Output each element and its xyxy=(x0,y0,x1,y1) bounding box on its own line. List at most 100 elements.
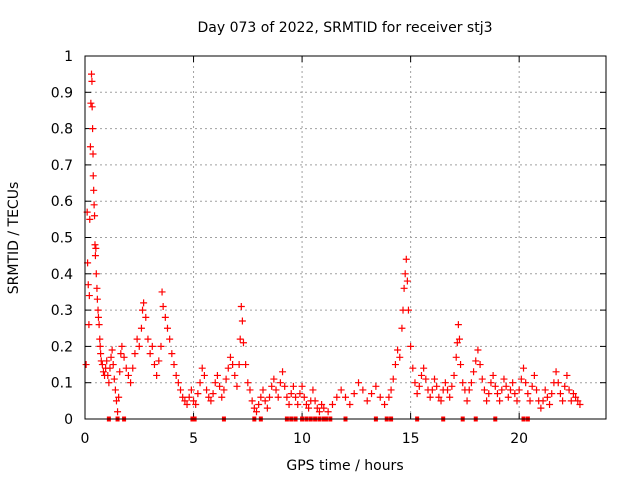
y-tick-label: 0.6 xyxy=(51,194,73,210)
data-point xyxy=(420,364,428,372)
data-point xyxy=(266,393,274,401)
data-point xyxy=(524,390,532,398)
data-point xyxy=(417,371,425,379)
data-point xyxy=(222,375,230,383)
data-point xyxy=(309,386,317,394)
data-point xyxy=(520,364,528,372)
data-point xyxy=(485,390,493,398)
data-point xyxy=(89,172,97,180)
data-point xyxy=(396,353,404,361)
data-point xyxy=(207,397,215,405)
y-tick-label: 0 xyxy=(64,412,73,428)
data-point xyxy=(107,353,115,361)
data-point xyxy=(294,400,302,408)
data-point xyxy=(454,321,462,329)
data-point xyxy=(457,361,465,369)
data-point xyxy=(511,390,519,398)
data-point xyxy=(84,281,92,289)
data-point xyxy=(209,390,217,398)
data-point xyxy=(407,342,415,350)
data-point xyxy=(324,408,332,416)
data-point xyxy=(185,393,193,401)
data-point xyxy=(120,353,128,361)
data-point xyxy=(391,361,399,369)
data-point xyxy=(305,404,313,412)
data-point xyxy=(137,324,145,332)
y-tick-label: 0.3 xyxy=(51,303,73,319)
x-tick-label: 0 xyxy=(81,431,90,447)
data-point xyxy=(233,382,241,390)
data-point xyxy=(404,306,412,314)
data-point xyxy=(94,306,102,314)
data-point xyxy=(506,386,514,394)
data-point xyxy=(252,408,260,416)
x-tick-labels: 0 5 10 15 20 xyxy=(81,431,529,447)
data-point xyxy=(359,386,367,394)
data-point xyxy=(87,99,95,107)
x-tick-label: 15 xyxy=(402,431,420,447)
data-point xyxy=(108,346,116,354)
data-point xyxy=(522,379,530,387)
data-point xyxy=(574,397,582,405)
data-point xyxy=(444,386,452,394)
y-tick-label: 0.7 xyxy=(51,158,73,174)
data-point xyxy=(229,361,237,369)
grid-lines xyxy=(85,56,606,419)
data-point xyxy=(283,393,291,401)
data-point xyxy=(376,393,384,401)
data-point xyxy=(259,386,267,394)
data-point xyxy=(183,400,191,408)
data-point xyxy=(246,386,254,394)
data-point xyxy=(85,321,93,329)
x-tick-label: 10 xyxy=(293,431,311,447)
data-point xyxy=(92,270,100,278)
data-point xyxy=(513,397,521,405)
data-point xyxy=(453,339,461,347)
data-point xyxy=(480,386,488,394)
data-point xyxy=(413,390,421,398)
data-point xyxy=(268,382,276,390)
data-point xyxy=(96,335,104,343)
data-point xyxy=(368,390,376,398)
data-point xyxy=(122,364,130,372)
x-axis-label: GPS time / hours xyxy=(286,458,403,474)
data-point xyxy=(563,371,571,379)
data-point xyxy=(103,357,111,365)
data-point xyxy=(163,324,171,332)
data-point xyxy=(133,335,141,343)
data-point xyxy=(153,371,161,379)
data-point xyxy=(315,408,323,416)
data-point xyxy=(166,335,174,343)
axis-ticks xyxy=(84,55,606,420)
y-tick-label: 0.1 xyxy=(51,376,73,392)
data-point xyxy=(470,368,478,376)
data-point xyxy=(231,371,239,379)
data-point xyxy=(455,335,463,343)
data-point xyxy=(548,390,556,398)
data-point xyxy=(478,375,486,383)
data-point xyxy=(110,375,118,383)
data-point xyxy=(394,346,402,354)
data-point xyxy=(86,215,94,223)
data-point xyxy=(559,397,567,405)
data-point xyxy=(476,361,484,369)
data-point xyxy=(88,77,96,85)
data-point xyxy=(200,371,208,379)
data-point xyxy=(158,288,166,296)
data-point xyxy=(205,393,213,401)
data-point xyxy=(94,313,102,321)
data-point xyxy=(433,382,441,390)
data-point xyxy=(441,379,449,387)
data-point xyxy=(93,284,101,292)
data-point xyxy=(242,361,250,369)
data-point xyxy=(255,400,263,408)
data-point xyxy=(328,400,336,408)
data-point xyxy=(502,382,510,390)
data-point xyxy=(572,393,580,401)
data-point xyxy=(89,125,97,133)
data-point xyxy=(372,382,380,390)
data-point xyxy=(116,368,124,376)
data-point xyxy=(517,375,525,383)
data-point xyxy=(450,371,458,379)
data-point xyxy=(155,357,163,365)
